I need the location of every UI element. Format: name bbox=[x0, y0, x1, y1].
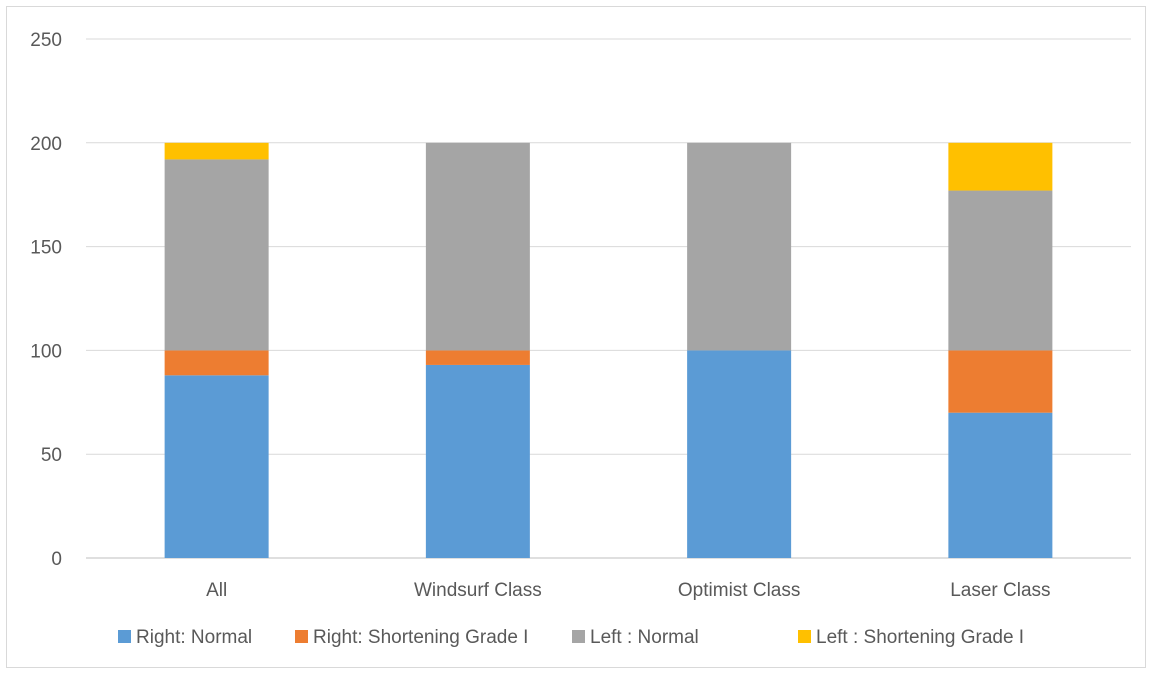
legend-label: Left : Shortening Grade I bbox=[816, 627, 1024, 648]
bar-segment-3-3 bbox=[948, 142, 1053, 191]
x-tick-label: Optimist Class bbox=[678, 580, 800, 601]
legend-swatch bbox=[798, 630, 811, 643]
x-axis-tick-labels: All Windsurf Class Optimist Class Laser Cla… bbox=[206, 580, 1050, 601]
x-tick-label: All bbox=[206, 580, 227, 601]
bar-segment-2-2 bbox=[687, 142, 792, 351]
y-axis-tick-labels: 0 50 100 150 200 250 bbox=[30, 30, 62, 570]
bar-segment-0-0 bbox=[164, 375, 269, 558]
bar-segment-1-2 bbox=[425, 142, 530, 351]
bar-segment-1-0 bbox=[425, 364, 530, 558]
legend-label: Left : Normal bbox=[590, 627, 699, 648]
y-tick-label: 100 bbox=[30, 341, 62, 362]
y-tick-label: 250 bbox=[30, 30, 62, 51]
bar-segment-0-3 bbox=[164, 142, 269, 160]
legend-swatch bbox=[118, 630, 131, 643]
bar-segment-0-1 bbox=[164, 350, 269, 376]
bar-segment-2-0 bbox=[687, 350, 792, 558]
legend-label: Right: Normal bbox=[136, 627, 252, 648]
y-tick-label: 200 bbox=[30, 134, 62, 155]
y-tick-label: 50 bbox=[41, 445, 62, 466]
legend-swatch bbox=[572, 630, 585, 643]
legend-swatch bbox=[295, 630, 308, 643]
y-tick-label: 150 bbox=[30, 238, 62, 259]
legend-label: Right: Shortening Grade I bbox=[313, 627, 528, 648]
bar-segment-1-1 bbox=[425, 350, 530, 365]
x-tick-label: Laser Class bbox=[950, 580, 1050, 601]
bar-segment-3-0 bbox=[948, 412, 1053, 558]
y-tick-label: 0 bbox=[51, 549, 62, 570]
bars bbox=[164, 142, 1053, 558]
bar-segment-3-1 bbox=[948, 350, 1053, 413]
legend: Right: Normal Right: Shortening Grade I Le… bbox=[118, 627, 1024, 648]
bar-segment-3-2 bbox=[948, 190, 1053, 351]
bar-segment-0-2 bbox=[164, 159, 269, 351]
x-tick-label: Windsurf Class bbox=[414, 580, 542, 601]
